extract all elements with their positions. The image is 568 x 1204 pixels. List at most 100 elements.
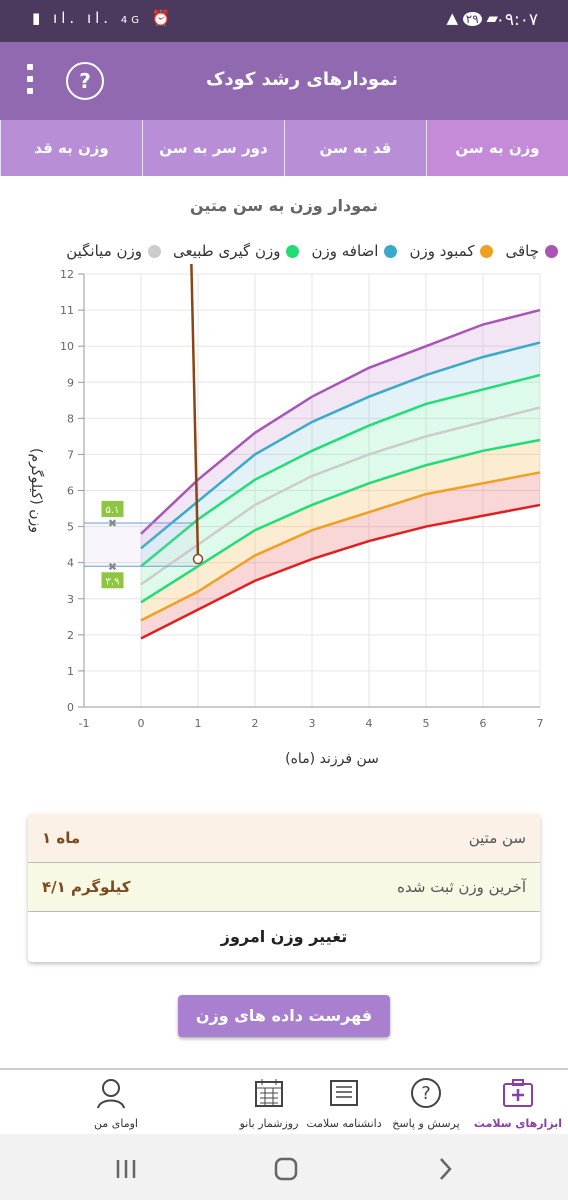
legend-item-underweight[interactable]: کمبود وزن [409,238,494,264]
legend-item-average[interactable]: وزن میانگین [66,238,161,264]
nav-label: ابزارهای سلامت [473,1117,563,1130]
x-tick-label: 4 [366,717,373,730]
network-type: 4G [120,15,143,26]
bottom-nav: ابزارهای سلامت ? پرسش و پاسخ دانشنامه سل… [0,1068,568,1136]
clock: ۰۹:۰۷ [495,10,538,30]
x-tick-label: 0 [138,717,145,730]
chart-legend: چاقی کمبود وزن اضافه وزن وزن گیری طبیعی … [10,238,558,264]
page-title: نمودارهای رشد کودک [205,69,398,90]
age-row: ۱ ماه سن متین [28,814,540,863]
age-value: ۱ ماه [42,829,81,847]
battery-icon: ▮ [32,9,45,27]
help-icon[interactable]: ? [66,62,104,100]
series-line [140,438,541,604]
tab-weight-for-age[interactable]: وزن به سن [426,120,568,176]
notification-count: ۲۹ [462,12,482,26]
y-axis-label: وزن (کیلوگرم) [28,448,45,533]
band-area [141,472,540,639]
range-high-marker: ✖ [108,517,117,530]
health-kit-icon [503,1079,533,1107]
series-line [140,503,541,640]
status-bar: ▮ ıl. ıl. 4G ⏰ ▲ ۲۹ ▰ ۰۹:۰۷ [0,0,568,42]
x-tick-label: 2 [252,717,259,730]
encyclopedia-icon [330,1080,358,1106]
change-weight-button[interactable]: تغییر وزن امروز [28,912,540,962]
nav-label: دانشنامه سلامت [306,1117,382,1130]
y-tick-label: 9 [67,376,74,389]
y-tick-label: 0 [67,701,74,714]
home-icon[interactable] [274,1157,298,1181]
profile-icon [97,1079,125,1109]
legend-item-normal[interactable]: وزن گیری طبیعی [173,238,300,264]
series-line [140,308,541,535]
chart-title: نمودار وزن به سن متین [190,196,378,215]
y-tick-label: 2 [67,629,74,642]
legend-label: اضافه وزن [311,242,379,260]
legend-dot [545,244,558,258]
y-tick-label: 6 [67,485,74,498]
child-weight-line [190,264,200,560]
x-tick-label: 5 [423,717,430,730]
y-tick-label: 1 [67,665,74,678]
legend-dot [384,244,398,258]
app-bar: ? نمودارهای رشد کودک [0,42,568,120]
y-tick-label: 12 [60,268,74,281]
back-icon[interactable] [440,1158,452,1180]
series-line [140,471,541,622]
weight-label: آخرین وزن ثبت شده [397,878,526,896]
legend-dot [286,244,300,258]
system-nav-buttons [116,1157,452,1181]
legend-dot [480,244,494,258]
age-label: سن متین [468,829,526,847]
weight-list-button[interactable]: فهرست داده های وزن متین [178,995,390,1067]
nav-health-tools[interactable]: ابزارهای سلامت [468,1070,568,1136]
legend-label: کمبود وزن [409,242,475,260]
y-tick-label: 7 [67,448,74,461]
legend-item-obese[interactable]: چاقی [505,238,558,264]
y-tick-label: 11 [60,304,74,317]
range-low-label: ۳.۹ [106,576,120,587]
legend-dot [148,244,161,258]
nav-calendar[interactable]: روزشمار بانو [234,1070,304,1136]
y-tick-label: 4 [67,557,74,570]
range-high-label: ۵.۱ [106,505,120,516]
x-tick-label: 6 [480,717,487,730]
y-tick-label: 5 [67,521,74,534]
band-area [141,342,540,567]
message-icon: ▰ [486,9,498,27]
legend-label: وزن گیری طبیعی [173,242,281,260]
y-tick-label: 8 [67,412,74,425]
x-axis-label: سن فرزند (ماه) [285,751,379,767]
calendar-icon [255,1079,283,1107]
x-tick-label: 3 [309,717,316,730]
chart-tabs: وزن به سن قد به سن دور سر به سن وزن به ق… [0,120,568,176]
weight-value: ۴/۱ کیلوگرم [42,878,131,896]
tab-weight-for-height[interactable]: وزن به قد [0,120,142,176]
question-icon: ? [411,1078,441,1108]
y-tick-label: 3 [67,593,74,606]
series-line [140,373,541,568]
range-low-badge [101,572,124,589]
band-area [141,439,540,621]
nav-profile[interactable]: اومای من [4,1070,234,1136]
tab-height-for-age[interactable]: قد به سن [284,120,426,176]
tab-head-circumference[interactable]: دور سر به سن [142,120,284,176]
child-weight-point [192,553,204,565]
nav-label: اومای من [94,1117,138,1130]
overflow-menu-icon[interactable] [24,64,36,98]
nav-questions[interactable]: ? پرسش و پاسخ [384,1070,468,1136]
info-card: ۱ ماه سن متین ۴/۱ کیلوگرم آخرین وزن ثبت … [28,814,540,962]
legend-item-overweight[interactable]: اضافه وزن [311,238,398,264]
svg-text:?: ? [421,1083,431,1104]
normal-range-box [84,522,198,567]
x-tick-label: -1 [79,717,90,730]
status-icons-left: ▮ ıl. ıl. 4G ⏰ [32,9,174,27]
range-low-marker: ✖ [108,560,117,573]
recents-icon[interactable] [116,1160,136,1178]
band-area [141,407,540,603]
x-tick-label: 1 [195,717,202,730]
y-tick-label: 10 [60,340,74,353]
nav-encyclopedia[interactable]: دانشنامه سلامت [304,1070,384,1136]
warning-icon: ▲ [446,9,458,27]
